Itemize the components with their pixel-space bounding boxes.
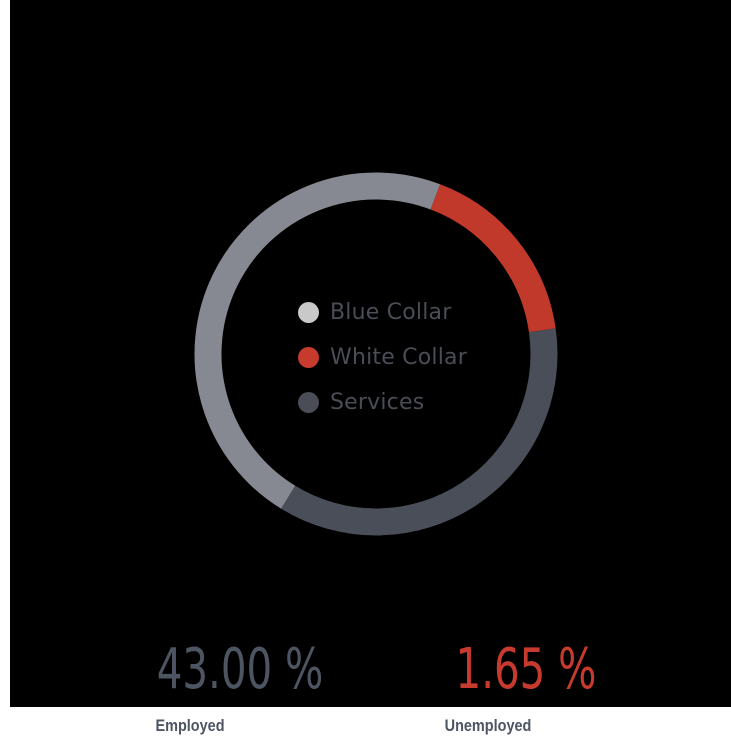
unemployed-label: Unemployed xyxy=(444,716,532,735)
legend-item-blue-collar: Blue Collar xyxy=(298,290,467,335)
legend-item-white-collar: White Collar xyxy=(298,335,467,380)
legend-label-services: Services xyxy=(330,390,425,415)
legend-label-blue-collar: Blue Collar xyxy=(330,300,452,325)
chart-panel: Blue Collar White Collar Services 43.00 … xyxy=(10,0,731,707)
legend-swatch-blue-collar xyxy=(298,302,319,323)
donut-slice-services xyxy=(281,328,558,536)
donut-slice-white-collar xyxy=(430,184,556,333)
employed-label: Employed xyxy=(155,716,225,735)
legend-swatch-services xyxy=(298,392,319,413)
unemployed-value: 1.65 % xyxy=(455,637,597,702)
legend-label-white-collar: White Collar xyxy=(330,345,467,370)
donut-slice-blue-collar xyxy=(194,172,441,509)
chart-legend: Blue Collar White Collar Services xyxy=(298,290,467,425)
employed-value: 43.00 % xyxy=(156,637,324,702)
donut-chart xyxy=(194,172,558,536)
legend-item-services: Services xyxy=(298,380,467,425)
legend-swatch-white-collar xyxy=(298,347,319,368)
